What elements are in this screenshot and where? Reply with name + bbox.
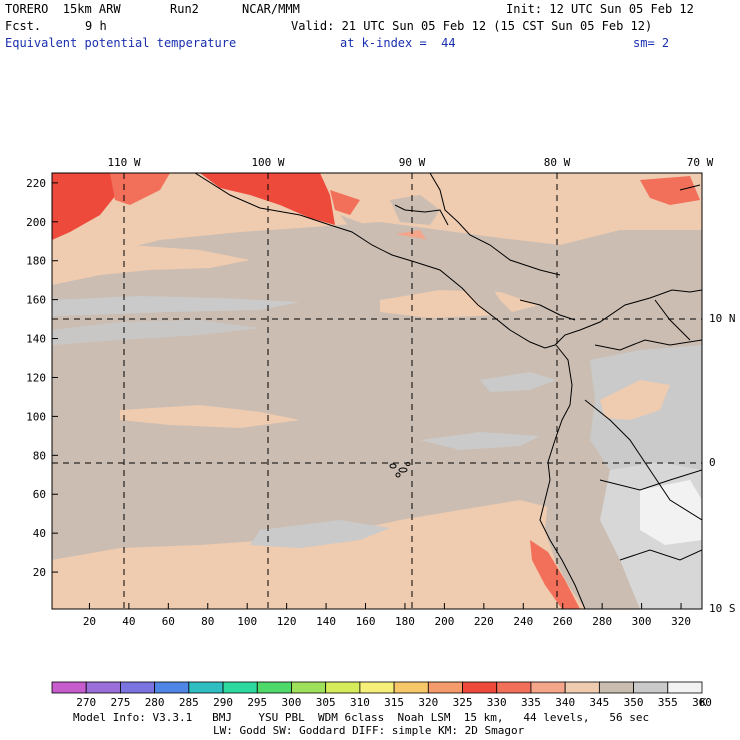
y-tick-label: 160 (26, 294, 46, 307)
physics-info-line: LW: Godd SW: Goddard DIFF: simple KM: 2D… (213, 724, 525, 737)
colorbar-swatch (154, 681, 190, 694)
coastlines (194, 173, 702, 609)
colorbar-label: 280 (145, 696, 165, 709)
smoothing-label: sm= 2 (633, 36, 670, 50)
colorbar-label: 300 (282, 696, 302, 709)
latitude-label: 10 N (709, 312, 736, 325)
colorbar-label: 340 (555, 696, 575, 709)
longitude-label: 70 W (687, 156, 714, 169)
center-label: NCAR/MMM (242, 2, 300, 16)
y-tick-label: 180 (26, 255, 46, 268)
colorbar-swatch (393, 681, 429, 694)
y-tick-label: 200 (26, 216, 46, 229)
field-title: Equivalent potential temperature (5, 36, 237, 50)
latitude-label: 0 (709, 456, 716, 469)
colorbar-label: 295 (247, 696, 267, 709)
colorbar-label: 310 (350, 696, 370, 709)
colorbar-label: 355 (658, 696, 678, 709)
longitude-labels: 110 W 100 W 90 W 80 W 70 W (107, 156, 713, 169)
colorbar-label: 345 (589, 696, 609, 709)
x-tick-label: 240 (513, 615, 533, 628)
y-tick-label: 40 (33, 527, 46, 540)
colorbar-swatch (359, 681, 395, 694)
x-tick-label: 320 (671, 615, 691, 628)
colorbar-swatch (51, 681, 87, 694)
colorbar-swatch (85, 681, 121, 694)
x-tick-label: 140 (316, 615, 336, 628)
colorbar-swatch (291, 681, 327, 694)
x-tick-label: 120 (277, 615, 297, 628)
colorbar-label: 305 (316, 696, 336, 709)
colorbar-label: 275 (110, 696, 130, 709)
colorbar-swatch (598, 681, 634, 694)
colorbar-label: 330 (487, 696, 507, 709)
colorbar-label: 290 (213, 696, 233, 709)
y-tick-label: 220 (26, 177, 46, 190)
y-tick-label: 80 (33, 449, 46, 462)
x-tick-label: 180 (395, 615, 415, 628)
colorbar-swatch (530, 681, 566, 694)
colorbar-label: 270 (76, 696, 96, 709)
x-tick-label: 100 (237, 615, 257, 628)
colorbar-swatch (120, 681, 156, 694)
colorbar-swatch (325, 681, 361, 694)
latitude-label: 10 S (709, 602, 736, 615)
colorbar-swatch (188, 681, 224, 694)
latitude-labels: 10 N 0 10 S (709, 312, 736, 615)
x-tick-label: 200 (434, 615, 454, 628)
y-tick-label: 140 (26, 333, 46, 346)
x-tick-label: 60 (162, 615, 175, 628)
colorbar-label: 285 (179, 696, 199, 709)
temperature-field (52, 173, 702, 609)
x-tick-label: 20 (83, 615, 96, 628)
colorbar-label: 325 (453, 696, 473, 709)
x-tick-label: 80 (201, 615, 214, 628)
y-tick-label: 20 (33, 566, 46, 579)
x-tick-label: 260 (553, 615, 573, 628)
colorbar-label: 360 (692, 696, 712, 709)
longitude-label: 100 W (251, 156, 284, 169)
longitude-label: 110 W (107, 156, 140, 169)
y-tick-label: 100 (26, 410, 46, 423)
run-label: Run2 (170, 2, 199, 16)
init-time: Init: 12 UTC Sun 05 Feb 12 (506, 2, 694, 16)
x-tick-label: 220 (474, 615, 494, 628)
colorbar: 270 275 280 285 290 295 300 305 310 315 320 325 330 3… (51, 681, 712, 709)
colorbar-swatch (256, 681, 292, 694)
colorbar-swatch (564, 681, 600, 694)
longitude-label: 80 W (544, 156, 571, 169)
colorbar-label: 335 (521, 696, 541, 709)
model-info-line: Model Info: V3.3.1 BMJ YSU PBL WDM 6clas… (73, 711, 650, 724)
level-label: at k-index = 44 (340, 36, 456, 50)
colorbar-swatch (222, 681, 258, 694)
valid-time: Valid: 21 UTC Sun 05 Feb 12 (15 CST Sun … (291, 19, 653, 33)
colorbar-unit: K (700, 696, 707, 709)
y-axis-ticks: 220 200 180 160 140 120 100 80 60 40 20 (26, 177, 58, 579)
colorbar-label: 350 (624, 696, 644, 709)
x-tick-label: 40 (122, 615, 135, 628)
map-frame (51, 172, 703, 610)
colorbar-swatch (667, 681, 703, 694)
forecast-label: Fcst. (5, 19, 42, 33)
y-tick-label: 120 (26, 371, 46, 384)
model-name: TORERO 15km ARW (5, 2, 121, 16)
longitude-label: 90 W (399, 156, 426, 169)
colorbar-label: 315 (384, 696, 404, 709)
x-tick-label: 160 (356, 615, 376, 628)
graticule (52, 173, 702, 609)
colorbar-swatch (633, 681, 669, 694)
colorbar-label: 320 (418, 696, 438, 709)
x-tick-label: 280 (592, 615, 612, 628)
colorbar-swatch (496, 681, 532, 694)
forecast-hour: 9 h (85, 19, 107, 33)
x-axis-ticks: 20 40 60 80 100 120 140 160 180 200 220 240 260 280 30… (83, 603, 691, 628)
y-tick-label: 60 (33, 488, 46, 501)
colorbar-swatch (462, 681, 498, 694)
colorbar-swatch (427, 681, 463, 694)
x-tick-label: 300 (632, 615, 652, 628)
